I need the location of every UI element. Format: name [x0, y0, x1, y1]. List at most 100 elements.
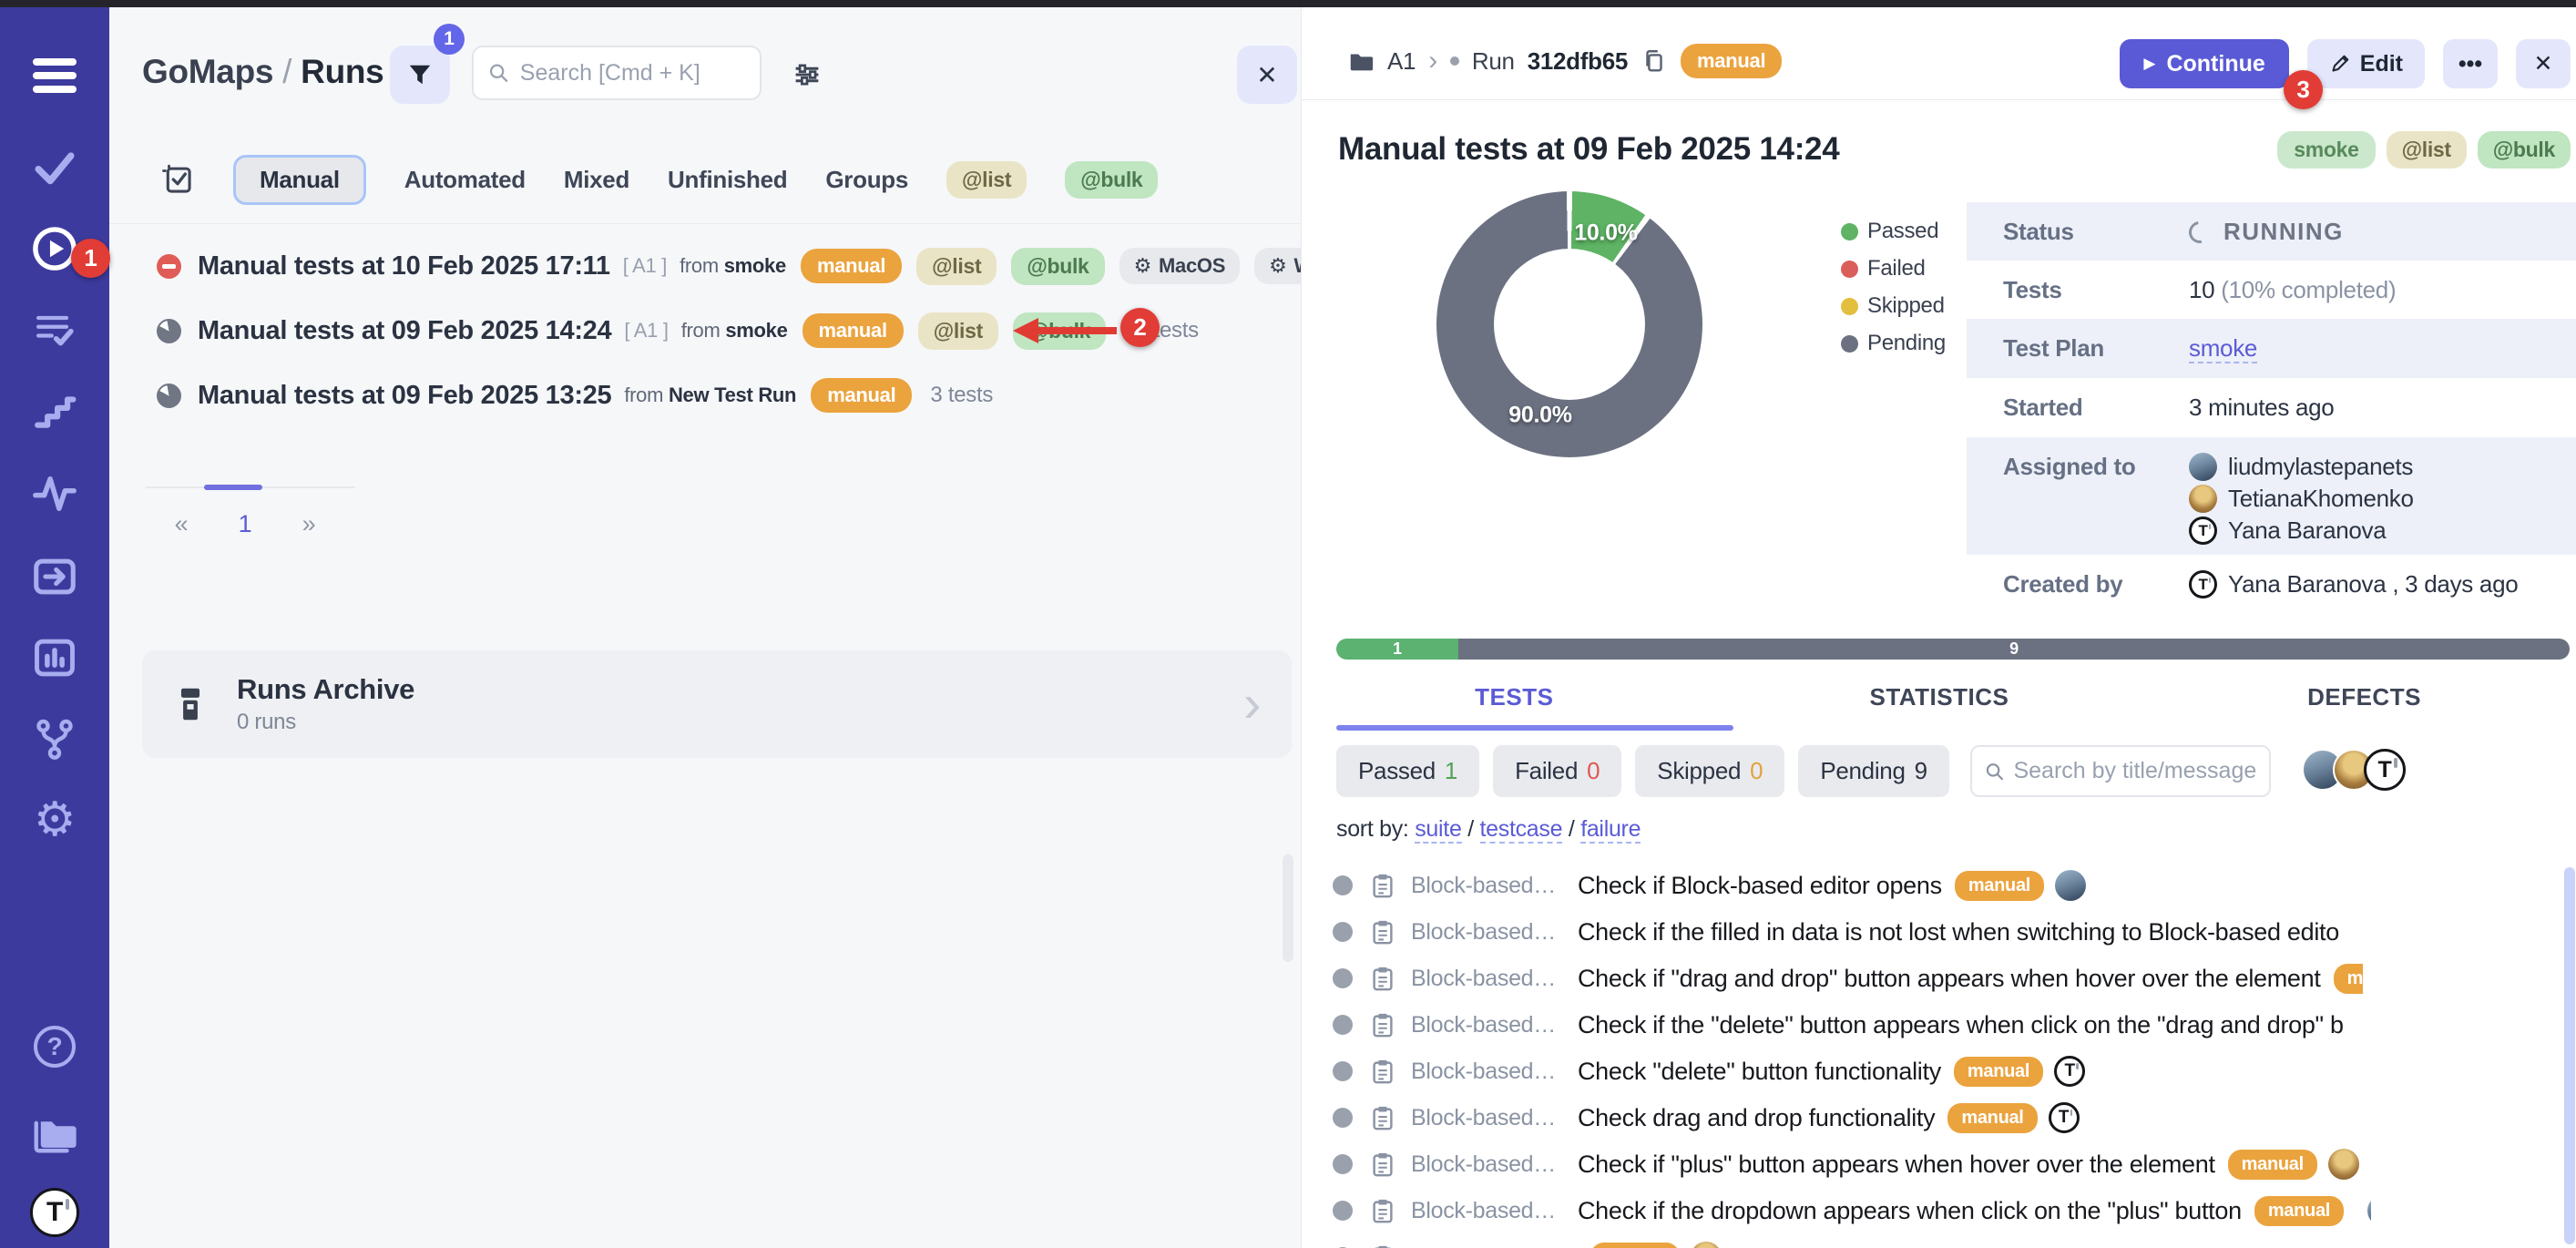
clipboard-icon [1369, 918, 1396, 946]
run-detail-tags: smoke @list @bulk [2277, 131, 2571, 169]
test-row[interactable]: Block-based… Check if "drag and drop" bu… [1333, 955, 2428, 1002]
runs-search[interactable] [472, 46, 762, 100]
clipboard-icon [1369, 1197, 1396, 1224]
tag-filter-bulk[interactable]: @bulk [1065, 161, 1158, 199]
run-info-table: Status RUNNING Tests 10 (10% completed) … [1967, 202, 2576, 614]
legend-passed: Passed [1841, 219, 1946, 244]
bar-chart-icon [31, 634, 78, 681]
sidebar-item-reports[interactable] [0, 634, 109, 681]
assignee-avatar [1691, 1242, 1722, 1248]
bulk-select-icon[interactable] [160, 162, 195, 197]
display-settings-button[interactable] [791, 58, 823, 96]
run-breadcrumb: A1 › Run 312dfb65 manual [1347, 44, 1782, 78]
status-dot-pending [1333, 1015, 1353, 1035]
test-row[interactable]: Block-based… Check if Block-based editor… [1333, 862, 2428, 909]
search-input[interactable] [520, 60, 745, 87]
sidebar-item-settings[interactable]: ⚙ [0, 796, 109, 844]
filter-skipped[interactable]: Skipped0 [1635, 745, 1784, 797]
test-suite: Block-based… [1411, 919, 1556, 946]
clipboard-icon [1369, 965, 1396, 992]
test-type-badge: manual [2254, 1196, 2344, 1226]
tag-smoke[interactable]: smoke [2277, 131, 2375, 169]
test-row-partial[interactable]: Block-based… manual [1333, 1233, 2428, 1248]
sidebar-item-milestones[interactable] [0, 388, 109, 434]
filter-failed[interactable]: Failed0 [1493, 745, 1621, 797]
pagination-next[interactable]: » [277, 510, 341, 538]
chevron-icon: › [1428, 46, 1437, 77]
tab-statistics[interactable]: STATISTICS [1727, 683, 2152, 711]
sort-by-failure[interactable]: failure [1580, 816, 1641, 844]
tab-unfinished[interactable]: Unfinished [668, 166, 787, 194]
filter-button[interactable] [390, 46, 450, 104]
test-row[interactable]: Block-based… Check "delete" button funct… [1333, 1048, 2428, 1095]
test-row[interactable]: Block-based… Check if the filled in data… [1333, 908, 2428, 956]
copy-icon[interactable] [1641, 47, 1668, 75]
tab-tests[interactable]: TESTS [1302, 683, 1727, 711]
edit-run-button[interactable]: Edit [2307, 39, 2425, 88]
tests-search[interactable] [1970, 745, 2271, 797]
run-detail-title: Manual tests at 09 Feb 2025 14:24 [1338, 131, 1839, 168]
test-row[interactable]: Block-based… Check if the dropdown appea… [1333, 1187, 2428, 1234]
breadcrumb: GoMaps/Runs [142, 53, 383, 91]
close-panel-button[interactable]: ✕ [1237, 46, 1297, 104]
test-row[interactable]: Block-based… Check if "plus" button appe… [1333, 1141, 2428, 1188]
tag-list[interactable]: @list [2387, 131, 2467, 169]
tag-filter-list[interactable]: @list [946, 161, 1027, 199]
left-scrollbar-thumb[interactable] [1283, 854, 1293, 962]
assignees: liudmylastepanets TetianaKhomenko TYana … [2189, 437, 2576, 555]
tag-bulk[interactable]: @bulk [2478, 131, 2571, 169]
annotation-step-3: 3 [2284, 70, 2323, 109]
test-plan-link[interactable]: smoke [2189, 334, 2257, 363]
tab-groups[interactable]: Groups [825, 166, 908, 194]
assignee[interactable]: TetianaKhomenko [2189, 485, 2568, 513]
menu-hamburger-icon[interactable] [0, 58, 109, 93]
sidebar-item-projects[interactable] [0, 1108, 109, 1157]
sort-by-testcase[interactable]: testcase [1480, 816, 1563, 844]
more-actions-button[interactable]: ••• [2443, 39, 2498, 88]
donut-legend: Passed Failed Skipped Pending [1841, 219, 1946, 356]
spinner-icon [2184, 217, 2214, 247]
user-avatar[interactable]: T [0, 1188, 109, 1237]
assignee[interactable]: liudmylastepanets [2189, 453, 2568, 481]
run-label: Run [1472, 47, 1515, 76]
runs-list-panel: GoMaps/Runs 1 ✕ Manual Automated Mixed U… [109, 7, 1301, 1248]
info-row-created: Created by TYana Baranova , 3 days ago [1967, 555, 2576, 614]
test-plan-value: smoke [2189, 319, 2576, 378]
sidebar-item-test-plans[interactable] [0, 306, 109, 353]
sidebar-item-tests[interactable] [0, 144, 109, 191]
test-row[interactable]: Block-based… Check drag and drop functio… [1333, 1094, 2428, 1141]
right-scrollbar-thumb[interactable] [2564, 867, 2575, 1244]
progress-pending-segment: 9 [1458, 639, 2570, 660]
filter-pending[interactable]: Pending9 [1798, 745, 1949, 797]
breadcrumb-project[interactable]: GoMaps [142, 53, 273, 90]
run-row[interactable]: Manual tests at 10 Feb 2025 17:11 [ A1 ]… [157, 240, 1487, 292]
archive-count: 0 runs [237, 710, 414, 735]
test-title: Check if the dropdown appears when click… [1578, 1197, 2242, 1225]
app-screen: ⚙ ? T 1 GoMaps/Runs 1 ✕ M [0, 0, 2576, 1248]
assignee-avatars-stack[interactable]: T [2302, 749, 2406, 791]
run-tag-list: @list [916, 248, 997, 285]
pagination-page-1[interactable]: 1 [213, 510, 277, 538]
info-row-test-plan: Test Plan smoke [1967, 319, 2576, 378]
sidebar-item-requirements[interactable] [0, 552, 109, 601]
sort-by-suite[interactable]: suite [1415, 816, 1461, 844]
sidebar-item-help[interactable]: ? [0, 1026, 109, 1068]
breadcrumb-suite[interactable]: A1 [1387, 47, 1416, 76]
run-source: from New Test Run [624, 384, 796, 407]
test-row[interactable]: Block-based… Check if the "delete" butto… [1333, 1001, 2428, 1049]
tab-manual[interactable]: Manual [233, 155, 366, 205]
started-label: Started [1967, 378, 2189, 437]
pagination-prev[interactable]: « [149, 510, 213, 538]
close-detail-button[interactable]: ✕ [2516, 39, 2571, 88]
tab-defects[interactable]: DEFECTS [2152, 683, 2576, 711]
filter-passed[interactable]: Passed1 [1336, 745, 1479, 797]
runs-archive-card[interactable]: Runs Archive 0 runs › [142, 650, 1292, 758]
assignee[interactable]: TYana Baranova [2189, 517, 2568, 545]
sidebar-item-integrations[interactable] [0, 716, 109, 762]
tab-mixed[interactable]: Mixed [564, 166, 629, 194]
continue-run-button[interactable]: ▶Continue [2120, 39, 2288, 88]
tests-search-input[interactable] [2013, 758, 2256, 784]
run-row[interactable]: Manual tests at 09 Feb 2025 13:25 from N… [157, 370, 993, 421]
tab-automated[interactable]: Automated [404, 166, 526, 194]
sidebar-item-activity[interactable] [0, 470, 109, 517]
